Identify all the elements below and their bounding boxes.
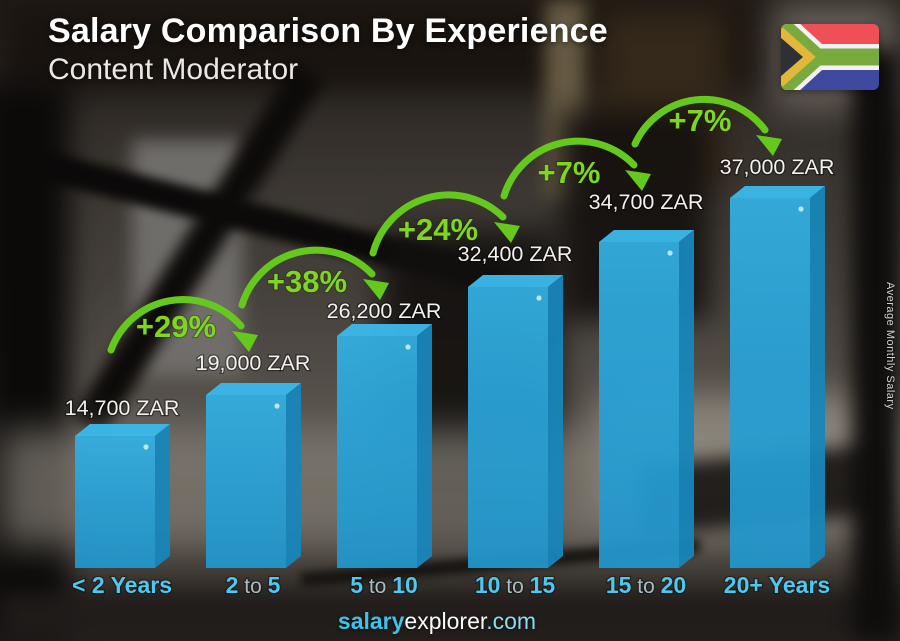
- bar-front-face: [206, 395, 286, 568]
- footer: salaryexplorer.com: [0, 608, 874, 635]
- bar-side-face: [155, 424, 170, 568]
- bar-front-face: [75, 436, 155, 568]
- bar-value-label: 32,400 ZAR: [458, 242, 573, 266]
- page-subtitle: Content Moderator: [48, 53, 299, 86]
- bar-value-label: 26,200 ZAR: [327, 299, 442, 323]
- increase-arrow: +29%: [107, 296, 258, 354]
- arrow-arc: [238, 246, 376, 309]
- bar-top-face: [730, 186, 825, 198]
- arrow-head: [363, 279, 389, 300]
- bar-side-face: [417, 324, 432, 568]
- bar-front-face: [337, 336, 417, 568]
- bar-value-label: 19,000 ZAR: [196, 351, 311, 375]
- increase-percent-label: +7%: [669, 103, 732, 138]
- brand-tld: .com: [486, 608, 537, 634]
- arrow-arc: [631, 95, 769, 148]
- bg-bottom-dark: [0, 592, 900, 641]
- bar-group: 37,000 ZAR 20+ Years: [718, 154, 835, 600]
- bar-top-face: [468, 275, 563, 287]
- increase-arrow: +38%: [238, 246, 389, 309]
- bar-highlight-dot: [798, 206, 804, 212]
- bg-right-dark: [852, 50, 900, 640]
- y-axis-label: Average Monthly Salary: [884, 281, 896, 410]
- page-title: Salary Comparison By Experience: [48, 12, 608, 50]
- bar-group: 34,700 ZAR 15 to 20: [587, 189, 704, 600]
- bar-front-face: [468, 287, 548, 568]
- bg-top-shadow: [0, 0, 900, 92]
- bar-highlight-dot: [405, 344, 411, 350]
- bar-side-face: [679, 230, 694, 568]
- bar-highlight-dot: [536, 295, 542, 301]
- arrow-head: [494, 222, 520, 243]
- arrow-arc: [107, 296, 245, 354]
- category-label: 20+ Years: [724, 572, 830, 598]
- flag-svg: [781, 24, 879, 90]
- bar-value-label: 14,700 ZAR: [65, 396, 180, 420]
- header: Salary Comparison By Experience Content …: [48, 12, 608, 87]
- arrow-arc: [369, 191, 507, 257]
- arrow-head: [625, 170, 651, 191]
- increase-percent-label: +7%: [538, 155, 601, 190]
- category-label: 2 to 5: [226, 572, 281, 598]
- bar-top-face: [75, 424, 170, 436]
- bar-top-face: [206, 383, 301, 395]
- bar-highlight-dot: [667, 250, 673, 256]
- bar-top-face: [599, 230, 694, 242]
- increase-arrow: +7%: [500, 137, 651, 200]
- category-label: < 2 Years: [72, 572, 172, 598]
- south-africa-flag-icon: [781, 24, 879, 90]
- bar-side-face: [286, 383, 301, 568]
- arrow-arc: [500, 137, 638, 200]
- brand-salary: salary: [337, 608, 405, 634]
- bar-front-face: [599, 242, 679, 568]
- bar-group: 19,000 ZAR 2 to 5: [194, 350, 311, 600]
- increase-arrow: +24%: [369, 191, 520, 257]
- category-label: 15 to 20: [606, 572, 686, 598]
- bar-highlight-dot: [143, 444, 149, 450]
- brand-explorer: explorer: [404, 608, 487, 634]
- increase-percent-label: +29%: [136, 309, 216, 344]
- category-label: 5 to 10: [350, 572, 418, 598]
- bar-value-label: 37,000 ZAR: [720, 155, 835, 179]
- bar-top-face: [337, 324, 432, 336]
- bar-highlight-dot: [274, 403, 280, 409]
- bar-group: 26,200 ZAR 5 to 10: [325, 298, 442, 600]
- bar-side-face: [810, 186, 825, 568]
- arrow-head: [756, 135, 782, 156]
- bar-value-label: 34,700 ZAR: [589, 190, 704, 214]
- bar-group: 32,400 ZAR 10 to 15: [456, 241, 573, 600]
- category-label: 10 to 15: [475, 572, 556, 598]
- increase-arrow: +7%: [631, 95, 782, 156]
- bar-front-face: [730, 198, 810, 568]
- increase-percent-label: +38%: [267, 264, 347, 299]
- arrow-head: [232, 331, 258, 352]
- bar-side-face: [548, 275, 563, 568]
- bar-group: 14,700 ZAR < 2 Years: [63, 395, 180, 600]
- increase-percent-label: +24%: [398, 212, 478, 247]
- footer-link[interactable]: salaryexplorer.com: [338, 608, 536, 634]
